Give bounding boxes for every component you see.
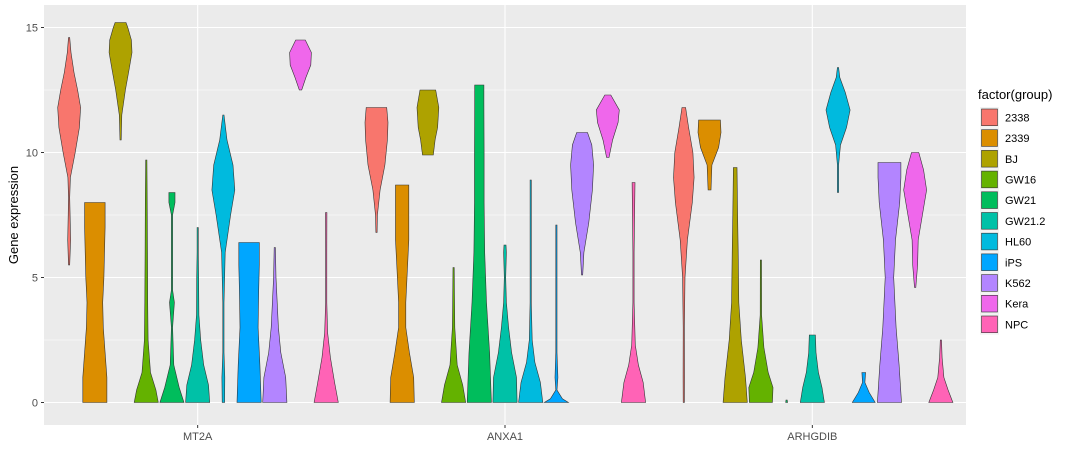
violin-layer [57,22,954,403]
legend-key-npc [981,315,998,334]
legend-key-2338 [981,108,998,127]
violin-mt2a-bj [108,22,133,141]
violin-mt2a-npc [313,212,339,403]
legend-key-hl60 [981,232,998,251]
violin-mt2a-gw21 [159,192,185,403]
y-tick-label: 10 [26,148,38,160]
violin-arhgdib-k562 [877,162,902,403]
x-tick-label: ANXA1 [487,431,523,443]
y-tick-label: 5 [32,273,38,285]
legend-key-2339 [981,129,998,147]
legend-key-k562 [981,274,998,292]
violin-arhgdib-2339 [697,119,722,191]
violin-mt2a-2338 [57,37,81,266]
violin-anxa1-gw16 [441,267,467,403]
y-tick-label: 15 [26,23,38,35]
y-axis-title: Gene expression [6,166,21,264]
violin-anxa1-2339 [389,184,415,403]
violin-arhgdib-bj [722,167,748,403]
legend-label: K562 [1005,278,1031,290]
legend-label: iPS [1005,257,1022,269]
legend-label: GW16 [1005,174,1036,186]
violin-anxa1-bj [416,89,440,156]
y-tick-label: 0 [32,398,38,410]
violin-arhgdib-2338 [673,107,695,403]
violin-mt2a-kera [289,39,312,91]
violin-mt2a-k562 [262,247,288,403]
violin-mt2a-2339 [82,202,108,403]
legend-label: NPC [1005,319,1028,331]
violin-anxa1-k562 [570,132,594,276]
x-tick-label: MT2A [183,431,213,443]
x-axis: MT2A ANXA1 ARHGDIB [183,425,837,443]
violin-anxa1-kera [595,94,620,158]
violin-anxa1-gw21-2 [492,244,518,403]
legend-key-kera [981,294,998,313]
violin-anxa1-npc [621,182,646,403]
y-axis: 0 5 10 15 [26,23,44,410]
violin-anxa1-hl60 [518,179,544,403]
violin-arhgdib-gw21-2 [799,334,825,403]
violin-anxa1-gw21 [466,84,492,403]
legend-label: Kera [1005,299,1029,311]
violin-mt2a-ips [236,242,262,403]
legend-title: factor(group) [978,87,1052,102]
legend-label: GW21 [1005,195,1036,207]
x-tick-label: ARHGDIB [787,431,837,443]
violin-mt2a-gw21-2 [185,227,211,403]
violin-arhgdib-npc [928,339,954,403]
legend-key-gw21-2 [981,212,998,230]
violin-anxa1-ips [543,224,570,403]
violin-arhgdib-gw21 [785,399,788,403]
violin-anxa1-2338 [364,107,389,233]
legend-label: 2338 [1005,112,1029,124]
legend-label: 2339 [1005,133,1029,145]
legend-label: BJ [1005,154,1018,166]
violin-mt2a-hl60 [211,114,236,403]
violin-arhgdib-hl60 [825,67,851,193]
legend-key-gw21 [981,191,998,209]
legend-label: HL60 [1005,237,1031,249]
violin-mt2a-gw16 [133,159,159,403]
violin-arhgdib-ips [851,372,876,403]
legend-key-ips [981,253,998,271]
legend-key-bj [981,150,998,168]
violin-arhgdib-kera [903,152,927,288]
legend-label: GW21.2 [1005,216,1045,228]
violin-arhgdib-gw16 [748,259,774,403]
legend-key-gw16 [981,170,998,189]
legend: factor(group) 2338 2339 BJ GW16 GW21 GW21.2 HL… [978,87,1052,335]
